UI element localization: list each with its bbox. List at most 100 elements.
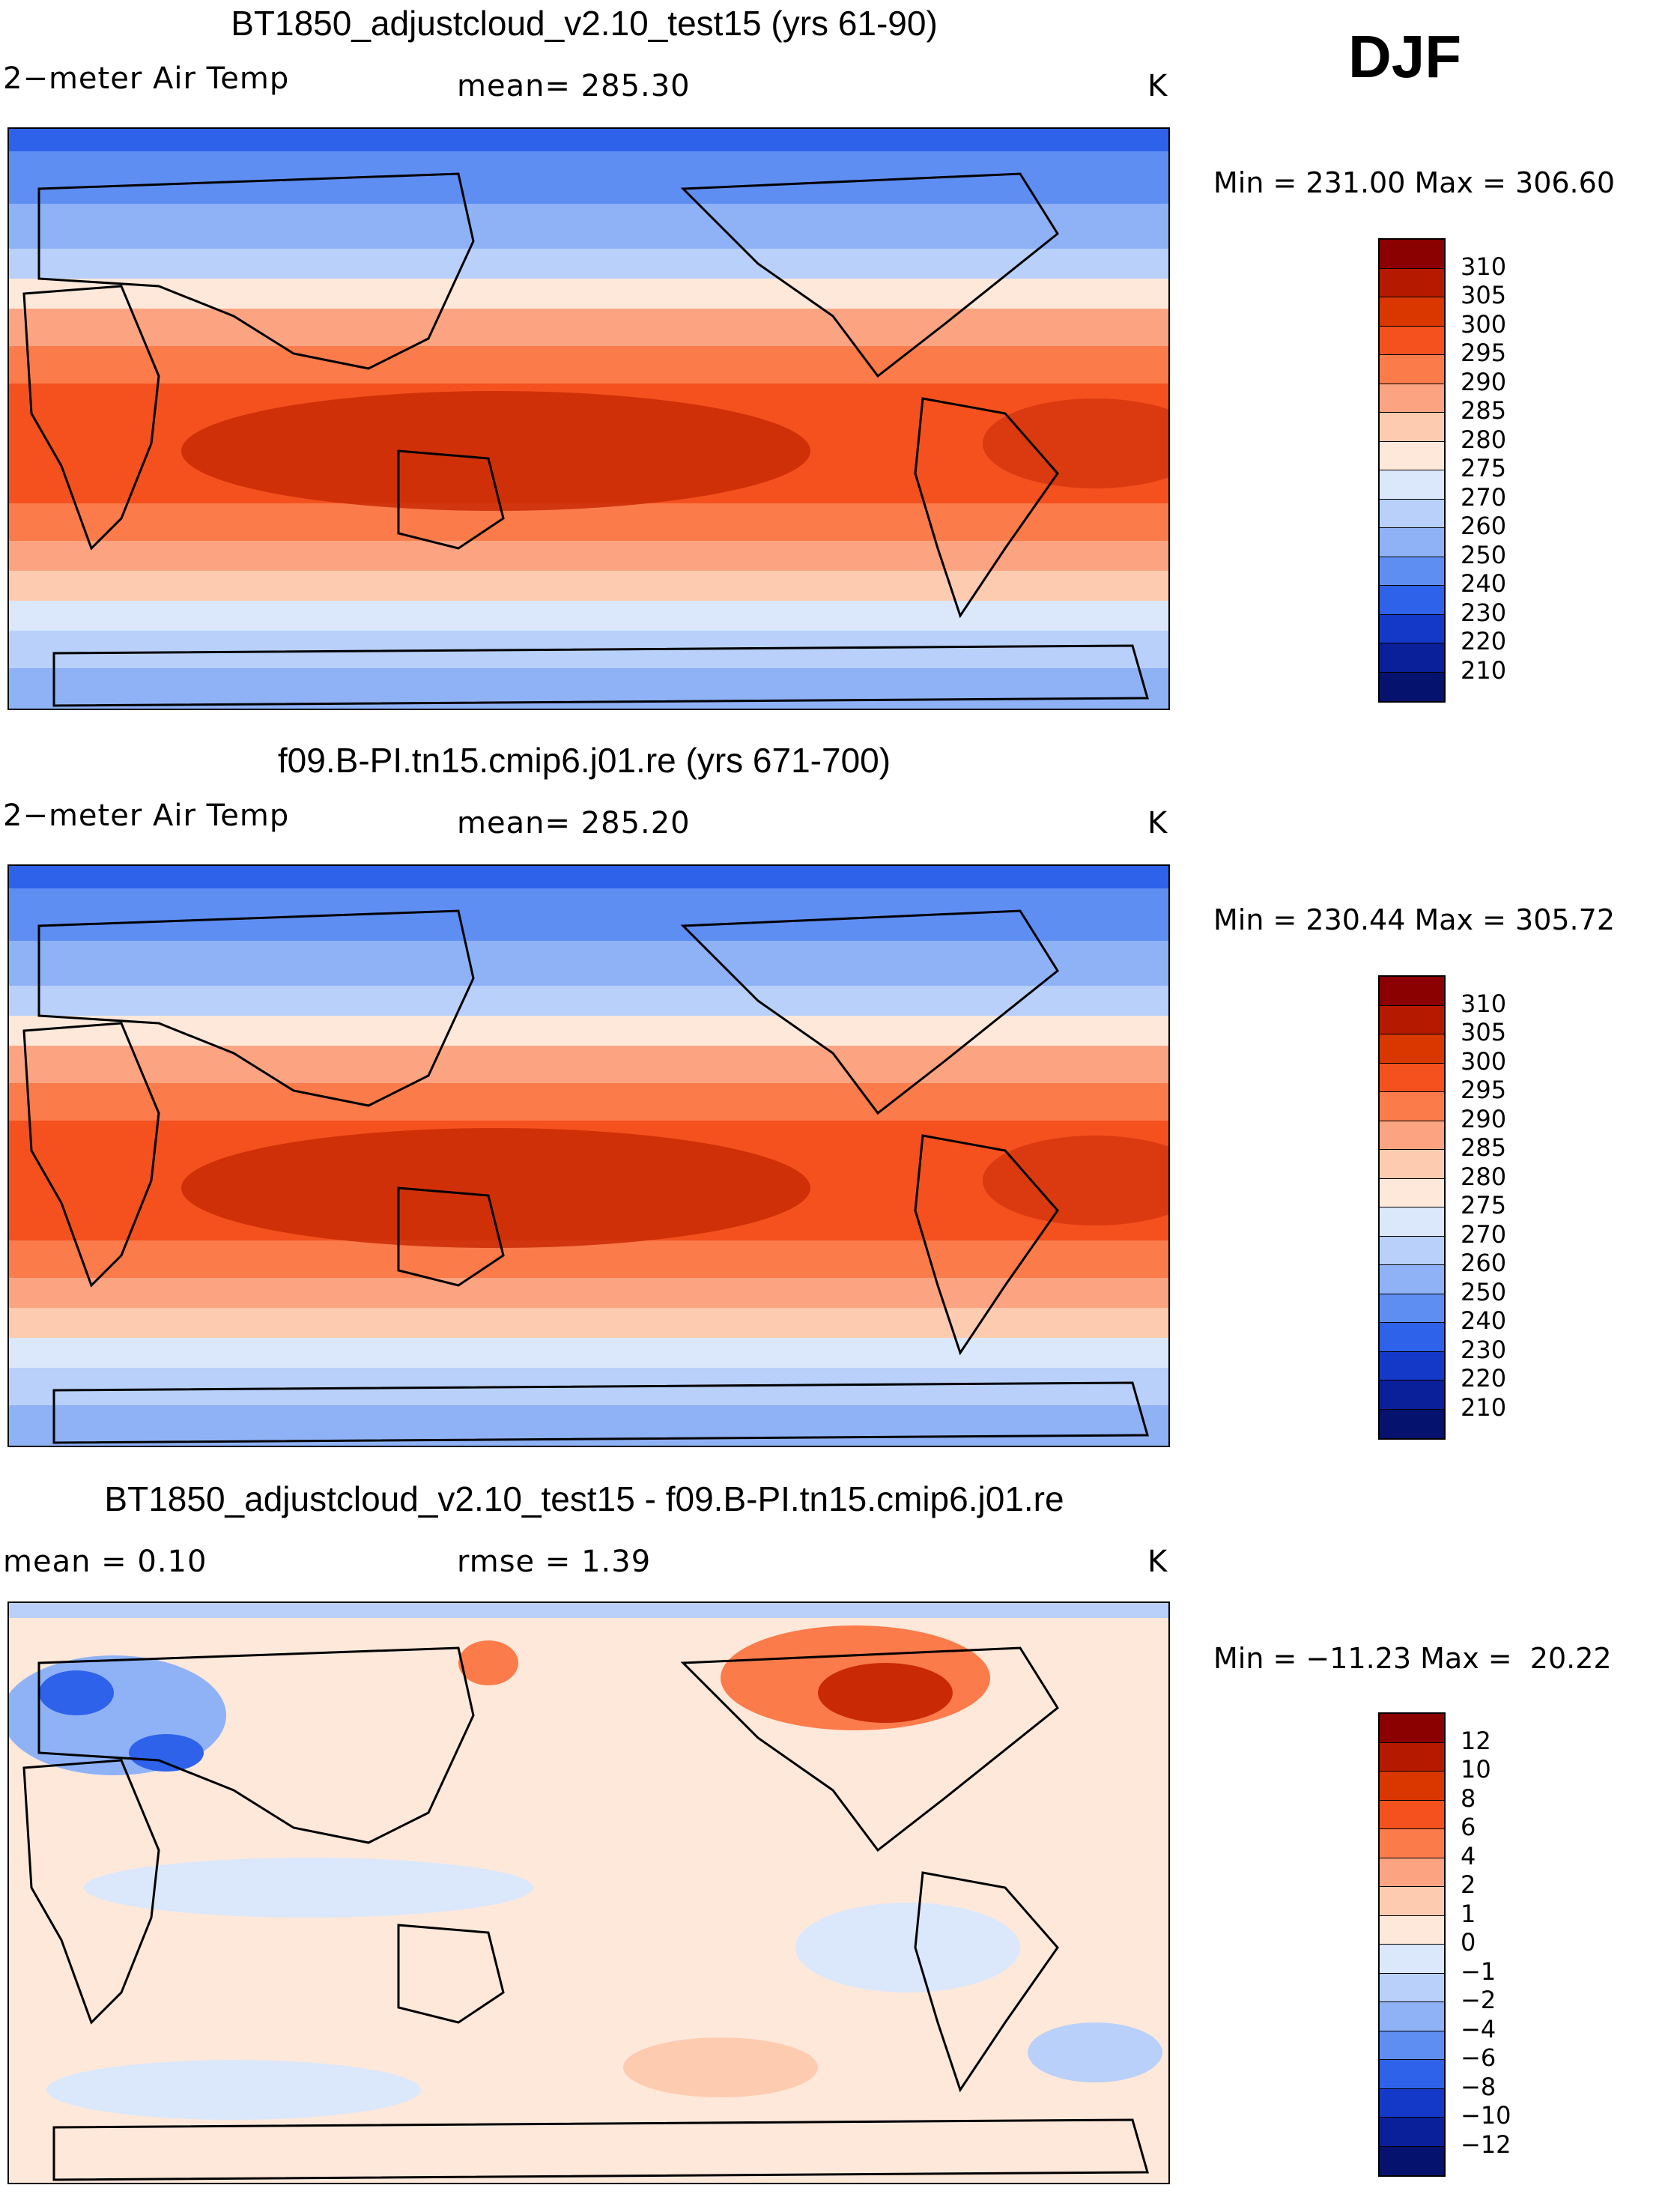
colorbar-swatch xyxy=(1380,297,1444,327)
colorbar-swatch xyxy=(1380,528,1444,557)
colorbar-tick-label: 290 xyxy=(1461,367,1507,396)
colorbar-tick-label: 280 xyxy=(1461,425,1507,454)
panel-2-minmax: Min = 230.44 Max = 305.72 xyxy=(1213,903,1615,936)
colorbar-swatch xyxy=(1380,1092,1444,1121)
colorbar-swatch xyxy=(1380,977,1444,1006)
panel-3-units: K xyxy=(1147,1545,1168,1579)
panel-1-units: K xyxy=(1147,69,1168,103)
colorbar-swatch xyxy=(1380,1351,1444,1381)
colorbar-swatch xyxy=(1380,413,1444,442)
colorbar-tick-label: 250 xyxy=(1461,1277,1507,1306)
colorbar-swatch xyxy=(1380,643,1444,673)
panel-3-colorbar xyxy=(1378,1712,1446,2177)
colorbar-tick-label: 285 xyxy=(1461,1133,1507,1162)
panel-1-minmax: Min = 231.00 Max = 306.60 xyxy=(1213,166,1615,199)
colorbar-tick-label: 12 xyxy=(1461,1726,1491,1755)
colorbar-swatch xyxy=(1380,1772,1444,1801)
colorbar-tick-label: 210 xyxy=(1461,1393,1507,1422)
colorbar-tick-label: −6 xyxy=(1461,2043,1496,2072)
colorbar-swatch xyxy=(1380,326,1444,355)
colorbar-swatch xyxy=(1380,355,1444,384)
panel-1-colorbar xyxy=(1378,238,1446,703)
panel-3-minmax: Min = −11.23 Max = 20.22 xyxy=(1213,1642,1612,1675)
colorbar-tick-label: 290 xyxy=(1461,1104,1507,1133)
colorbar-tick-label: 300 xyxy=(1461,309,1507,339)
panel-2-map xyxy=(7,864,1170,1447)
colorbar-swatch xyxy=(1380,1945,1444,1974)
colorbar-swatch xyxy=(1380,1063,1444,1092)
colorbar-swatch xyxy=(1380,2146,1444,2175)
colorbar-tick-label: 275 xyxy=(1461,454,1507,482)
colorbar-tick-label: −4 xyxy=(1461,2014,1496,2043)
colorbar-swatch xyxy=(1380,2088,1444,2118)
colorbar-tick-label: 1 xyxy=(1461,1899,1476,1928)
colorbar-tick-label: 240 xyxy=(1461,569,1507,598)
panel-3-title: BT1850_adjustcloud_v2.10_test15 - f09.B-… xyxy=(104,1479,1064,1518)
colorbar-swatch xyxy=(1380,441,1444,470)
panel-1-mean-label: mean= 285.30 xyxy=(457,69,691,103)
colorbar-swatch xyxy=(1380,1236,1444,1265)
colorbar-swatch xyxy=(1380,268,1444,297)
colorbar-swatch xyxy=(1380,557,1444,586)
colorbar-swatch xyxy=(1380,1800,1444,1829)
colorbar-swatch xyxy=(1380,672,1444,701)
colorbar-tick-label: 4 xyxy=(1461,1841,1476,1870)
colorbar-tick-label: 220 xyxy=(1461,627,1507,655)
panel-1-map xyxy=(7,127,1170,710)
panel-3-mean-label: mean = 0.10 xyxy=(3,1545,207,1579)
colorbar-swatch xyxy=(1380,1265,1444,1294)
colorbar-tick-label: −12 xyxy=(1461,2130,1511,2159)
colorbar-tick-label: 260 xyxy=(1461,512,1507,540)
colorbar-tick-label: −10 xyxy=(1461,2101,1511,2130)
season-label: DJF xyxy=(1348,23,1462,90)
colorbar-tick-label: 285 xyxy=(1461,396,1507,425)
colorbar-tick-label: 240 xyxy=(1461,1306,1507,1335)
map-field xyxy=(9,866,1168,1446)
panel-1-title: BT1850_adjustcloud_v2.10_test15 (yrs 61-… xyxy=(231,4,938,43)
colorbar-swatch xyxy=(1380,384,1444,413)
colorbar-tick-label: 295 xyxy=(1461,339,1507,367)
colorbar-tick-label: 6 xyxy=(1461,1813,1476,1841)
colorbar-swatch xyxy=(1380,1150,1444,1179)
colorbar-tick-label: 0 xyxy=(1461,1928,1476,1957)
colorbar-tick-label: 305 xyxy=(1461,281,1507,309)
panel-3-map xyxy=(7,1601,1170,2184)
colorbar-swatch xyxy=(1380,1178,1444,1207)
panel-2-title: f09.B-PI.tn15.cmip6.j01.re (yrs 671-700) xyxy=(277,741,891,780)
colorbar-tick-label: 8 xyxy=(1461,1784,1476,1813)
colorbar-swatch xyxy=(1380,499,1444,528)
colorbar-swatch xyxy=(1380,1034,1444,1064)
colorbar-tick-label: 310 xyxy=(1461,989,1507,1018)
colorbar-tick-label: −1 xyxy=(1461,1957,1496,1986)
panel-2-colorbar xyxy=(1378,975,1446,1440)
colorbar-tick-label: 300 xyxy=(1461,1046,1507,1076)
colorbar-swatch xyxy=(1380,1323,1444,1352)
panel-3-rmse-label: rmse = 1.39 xyxy=(457,1545,652,1579)
panel-2-units: K xyxy=(1147,806,1168,840)
colorbar-tick-label: 2 xyxy=(1461,1870,1476,1899)
colorbar-swatch xyxy=(1380,1973,1444,2002)
colorbar-tick-label: 295 xyxy=(1461,1076,1507,1104)
colorbar-tick-label: 275 xyxy=(1461,1191,1507,1219)
colorbar-swatch xyxy=(1380,2031,1444,2060)
colorbar-swatch xyxy=(1380,1887,1444,1916)
colorbar-swatch xyxy=(1380,1915,1444,1945)
colorbar-swatch xyxy=(1380,240,1444,269)
colorbar-tick-label: 305 xyxy=(1461,1018,1507,1046)
colorbar-swatch xyxy=(1380,1005,1444,1034)
colorbar-swatch xyxy=(1380,586,1444,615)
colorbar-tick-label: 270 xyxy=(1461,482,1507,512)
colorbar-tick-label: 250 xyxy=(1461,540,1507,569)
colorbar-tick-label: 310 xyxy=(1461,252,1507,281)
colorbar-tick-label: 260 xyxy=(1461,1249,1507,1277)
colorbar-swatch xyxy=(1380,1207,1444,1237)
colorbar-swatch xyxy=(1380,1714,1444,1743)
colorbar-swatch xyxy=(1380,1121,1444,1150)
colorbar-tick-label: 10 xyxy=(1461,1755,1491,1784)
colorbar-swatch xyxy=(1380,470,1444,500)
colorbar-swatch xyxy=(1380,2118,1444,2147)
colorbar-tick-label: −2 xyxy=(1461,1986,1496,2014)
colorbar-tick-label: −8 xyxy=(1461,2072,1496,2101)
colorbar-swatch xyxy=(1380,1858,1444,1887)
colorbar-swatch xyxy=(1380,1294,1444,1323)
